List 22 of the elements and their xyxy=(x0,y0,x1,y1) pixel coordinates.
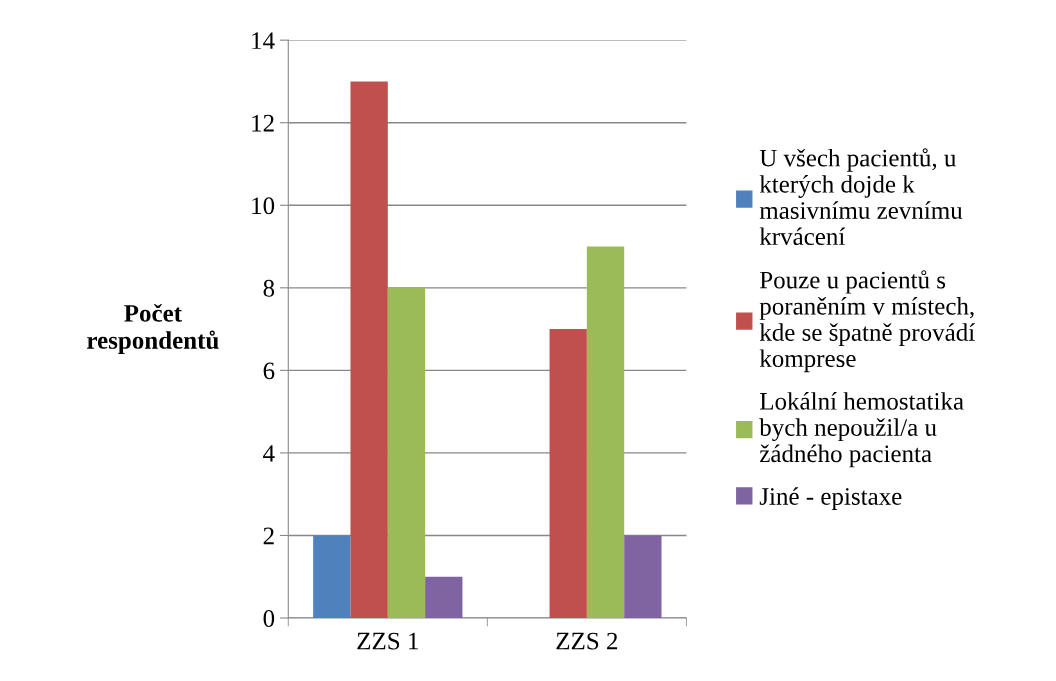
legend-label: U všech pacientů, u kterých dojde k masivnímu zevnímu krvácení xyxy=(759,148,963,246)
y-tick-label: 14 xyxy=(252,32,275,49)
bar xyxy=(350,81,388,619)
bar xyxy=(313,535,351,619)
y-tick-label: 6 xyxy=(263,362,275,380)
y-tick-label: 12 xyxy=(252,114,274,132)
legend-label: Lokální hemostatika bych nepoužil/a u žádného pacienta xyxy=(759,392,964,468)
legend-label: Jiné - epistaxe xyxy=(759,487,902,510)
y-tick-label: 10 xyxy=(252,197,275,215)
bar xyxy=(425,576,463,619)
x-tick-label: ZZS 1 xyxy=(357,632,418,650)
y-tick-label: 4 xyxy=(263,445,275,462)
y-tick-label: 2 xyxy=(263,527,274,545)
bar xyxy=(586,246,625,619)
x-tick-label: ZZS 2 xyxy=(556,632,618,650)
bar xyxy=(549,329,587,619)
y-tick-label: 0 xyxy=(263,610,275,627)
bar xyxy=(387,287,426,619)
legend-label: Pouze u pacientů s poraněním v místech, kde se špatně provádí komprese xyxy=(759,270,975,373)
y-tick-label: 8 xyxy=(263,279,275,297)
y-axis-title: Počet respondentů xyxy=(87,303,219,354)
bar xyxy=(624,535,662,619)
